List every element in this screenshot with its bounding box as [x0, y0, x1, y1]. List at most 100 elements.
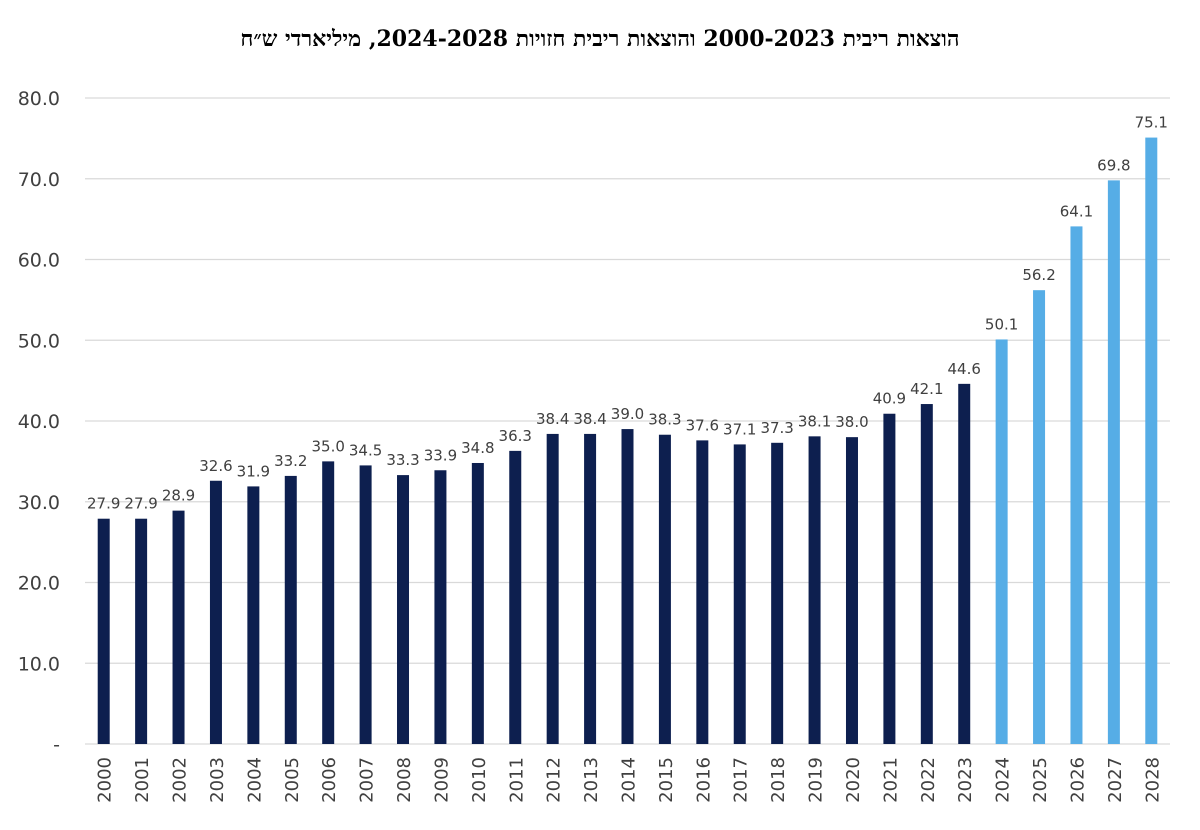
y-tick-label: 20.0 — [18, 573, 60, 595]
bars — [97, 137, 1158, 745]
bar-2024 — [995, 339, 1008, 744]
y-tick-label: 50.0 — [18, 330, 60, 352]
y-tick-label: - — [53, 734, 60, 756]
bar-2026 — [1070, 226, 1083, 744]
data-label-2010: 34.8 — [461, 439, 494, 457]
data-label-2020: 38.0 — [835, 413, 868, 431]
bar-2014 — [621, 429, 634, 744]
x-tick-label-2026: 2026 — [1067, 757, 1088, 803]
bar-2022 — [920, 404, 933, 744]
x-tick-label-2004: 2004 — [244, 757, 265, 803]
data-label-2002: 28.9 — [162, 487, 195, 505]
data-label-2025: 56.2 — [1022, 266, 1055, 284]
bar-2016 — [696, 440, 709, 744]
data-label-2018: 37.3 — [760, 419, 793, 437]
bar-2006 — [322, 461, 335, 744]
data-label-2000: 27.9 — [87, 495, 120, 513]
bar-2023 — [958, 383, 971, 744]
x-tick-label-2016: 2016 — [693, 757, 714, 803]
y-tick-label: 70.0 — [18, 169, 60, 191]
x-tick-label-2008: 2008 — [394, 757, 415, 803]
x-tick-label-2018: 2018 — [768, 757, 789, 803]
bar-2004 — [247, 486, 260, 744]
bar-2020 — [845, 437, 858, 744]
y-tick-label: 80.0 — [18, 88, 60, 110]
bar-2018 — [771, 442, 784, 744]
data-label-2003: 32.6 — [199, 457, 232, 475]
y-tick-label: 10.0 — [18, 653, 60, 675]
y-tick-label: 60.0 — [18, 250, 60, 272]
bar-2017 — [733, 444, 746, 744]
data-label-2024: 50.1 — [985, 315, 1018, 333]
bar-2013 — [584, 433, 597, 744]
x-tick-label-2028: 2028 — [1142, 757, 1163, 803]
x-tick-label-2003: 2003 — [207, 757, 228, 803]
x-tick-label-2014: 2014 — [619, 757, 640, 803]
x-tick-label-2017: 2017 — [731, 757, 752, 803]
data-label-2009: 33.9 — [424, 446, 457, 464]
x-tick-label-2013: 2013 — [581, 757, 602, 803]
x-axis-ticks: 2000 2001 2002 2003 2004 2005 2006 2007 2008 2009… — [95, 757, 1164, 803]
data-label-2013: 38.4 — [573, 410, 606, 428]
x-tick-label-2027: 2027 — [1105, 757, 1126, 803]
data-label-2028: 75.1 — [1135, 114, 1168, 132]
x-tick-label-2007: 2007 — [357, 757, 378, 803]
chart-title: הוצאות ריבית 2000-2023 והוצאות ריבית חזו… — [240, 26, 960, 52]
data-label-2014: 39.0 — [611, 405, 644, 423]
data-label-2015: 38.3 — [648, 411, 681, 429]
x-tick-label-2023: 2023 — [955, 757, 976, 803]
bar-2005 — [284, 475, 297, 744]
bar-2019 — [808, 436, 821, 744]
x-tick-label-2002: 2002 — [170, 757, 191, 803]
bar-2021 — [883, 413, 896, 744]
data-label-2006: 35.0 — [311, 437, 344, 455]
data-label-2011: 36.3 — [499, 427, 532, 445]
data-label-2023: 44.6 — [948, 360, 981, 378]
y-tick-label: 30.0 — [18, 492, 60, 514]
x-tick-label-2021: 2021 — [880, 757, 901, 803]
data-label-2019: 38.1 — [798, 412, 831, 430]
data-label-2012: 38.4 — [536, 410, 569, 428]
bar-2012 — [546, 433, 559, 744]
bar-2000 — [97, 518, 110, 744]
bar-2008 — [397, 475, 410, 744]
x-tick-label-2022: 2022 — [918, 757, 939, 803]
x-tick-label-2015: 2015 — [656, 757, 677, 803]
data-label-2027: 69.8 — [1097, 156, 1130, 174]
y-tick-label: 40.0 — [18, 411, 60, 433]
x-tick-label-2019: 2019 — [806, 757, 827, 803]
data-label-2004: 31.9 — [237, 462, 270, 480]
x-tick-label-2005: 2005 — [282, 757, 303, 803]
data-label-2016: 37.6 — [686, 416, 719, 434]
bar-2001 — [135, 518, 148, 744]
bar-2027 — [1107, 180, 1120, 745]
data-label-2008: 33.3 — [386, 451, 419, 469]
x-tick-label-2009: 2009 — [431, 757, 452, 803]
x-tick-label-2025: 2025 — [1030, 757, 1051, 803]
bar-2003 — [209, 480, 222, 744]
x-tick-label-2000: 2000 — [95, 757, 116, 803]
bar-2028 — [1145, 137, 1158, 744]
bar-2010 — [471, 462, 484, 744]
y-axis-ticks: - 10.0 20.0 30.0 40.0 50.0 60.0 70.0 80.0 — [18, 88, 60, 756]
x-tick-label-2006: 2006 — [319, 757, 340, 803]
bar-2011 — [509, 450, 522, 744]
data-label-2007: 34.5 — [349, 441, 382, 459]
data-label-2005: 33.2 — [274, 452, 307, 470]
x-tick-label-2010: 2010 — [469, 757, 490, 803]
data-label-2017: 37.1 — [723, 420, 756, 438]
x-tick-label-2012: 2012 — [544, 757, 565, 803]
bar-2009 — [434, 470, 447, 744]
data-label-2021: 40.9 — [873, 390, 906, 408]
bar-2015 — [658, 434, 671, 744]
data-labels: 27.9 27.9 28.932.6 31.933.235.0 34.533.3 33.9… — [87, 114, 1168, 513]
bar-2007 — [359, 465, 372, 744]
bar-2025 — [1033, 290, 1046, 744]
x-tick-label-2020: 2020 — [843, 757, 864, 803]
x-tick-label-2001: 2001 — [132, 757, 153, 803]
data-label-2022: 42.1 — [910, 380, 943, 398]
x-tick-label-2024: 2024 — [993, 757, 1014, 803]
data-label-2001: 27.9 — [124, 495, 157, 513]
bar-2002 — [172, 510, 185, 744]
